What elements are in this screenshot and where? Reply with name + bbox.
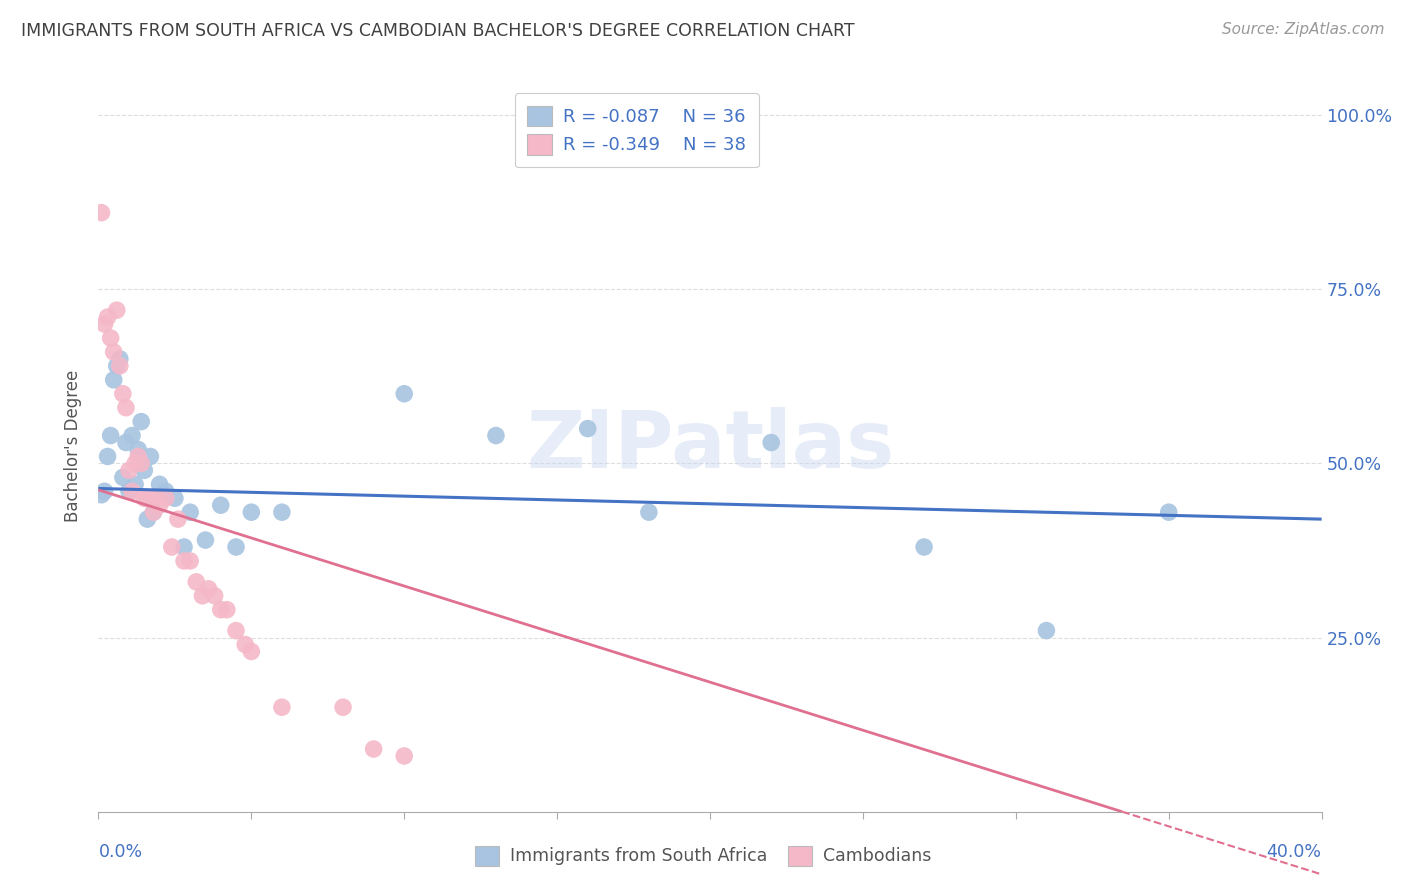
Point (134, 463, 156, 477)
Point (149, 498, 172, 512)
Point (167, 512, 190, 526)
Point (225, 540, 247, 554)
Point (145, 491, 167, 506)
Point (160, 540, 183, 554)
Point (179, 505, 201, 519)
Point (90, 488, 112, 502)
Point (209, 498, 232, 512)
Point (108, 359, 131, 373)
Point (127, 442, 149, 457)
Point (103, 345, 125, 359)
Point (270, 505, 292, 519)
Point (124, 477, 146, 491)
Point (332, 700, 354, 714)
Point (142, 505, 165, 519)
Point (204, 589, 226, 603)
Text: Source: ZipAtlas.com: Source: ZipAtlas.com (1222, 22, 1385, 37)
Point (136, 512, 159, 526)
Point (97, 450, 120, 464)
Point (163, 491, 186, 506)
Text: IMMIGRANTS FROM SOUTH AFRICA VS CAMBODIAN BACHELOR'S DEGREE CORRELATION CHART: IMMIGRANTS FROM SOUTH AFRICA VS CAMBODIA… (21, 22, 855, 40)
Point (124, 457, 146, 471)
Point (105, 303, 128, 318)
Point (173, 554, 195, 568)
Point (115, 401, 138, 415)
Point (115, 435, 138, 450)
Point (108, 351, 131, 366)
Point (136, 491, 159, 506)
Text: ZIPatlas: ZIPatlas (526, 407, 894, 485)
Point (209, 603, 232, 617)
Point (139, 491, 162, 506)
Point (103, 373, 125, 387)
Point (105, 359, 128, 373)
Point (127, 450, 149, 464)
Point (93, 484, 115, 499)
Legend: Immigrants from South Africa, Cambodians: Immigrants from South Africa, Cambodians (467, 837, 939, 874)
Point (576, 421, 599, 435)
Point (1035, 624, 1057, 638)
Point (1157, 505, 1180, 519)
Point (912, 540, 935, 554)
Point (191, 589, 214, 603)
Legend: R = -0.087    N = 36, R = -0.349    N = 38: R = -0.087 N = 36, R = -0.349 N = 38 (515, 93, 759, 167)
Point (100, 428, 122, 442)
Point (142, 505, 165, 519)
Y-axis label: Bachelor's Degree: Bachelor's Degree (65, 370, 83, 522)
Point (363, 742, 385, 756)
Point (155, 484, 177, 499)
Point (129, 457, 152, 471)
Point (270, 700, 292, 714)
Point (186, 574, 208, 589)
Point (392, 749, 416, 764)
Point (139, 450, 162, 464)
Point (129, 415, 152, 429)
Point (155, 491, 177, 506)
Point (392, 386, 416, 401)
Text: 0.0%: 0.0% (98, 843, 142, 861)
Point (97, 310, 120, 325)
Point (121, 484, 143, 499)
Point (118, 463, 141, 477)
Point (111, 470, 134, 484)
Point (149, 477, 172, 491)
Point (485, 428, 508, 442)
Point (233, 638, 256, 652)
Point (100, 331, 122, 345)
Point (215, 603, 238, 617)
Point (197, 582, 219, 596)
Point (90, 205, 112, 219)
Point (225, 624, 247, 638)
Point (121, 428, 143, 442)
Point (118, 484, 141, 499)
Point (637, 505, 661, 519)
Point (93, 317, 115, 331)
Point (194, 533, 217, 547)
Point (111, 386, 134, 401)
Point (134, 491, 156, 506)
Point (240, 644, 263, 658)
Text: 40.0%: 40.0% (1267, 843, 1322, 861)
Point (240, 505, 263, 519)
Point (179, 554, 201, 568)
Point (759, 435, 782, 450)
Point (173, 540, 195, 554)
